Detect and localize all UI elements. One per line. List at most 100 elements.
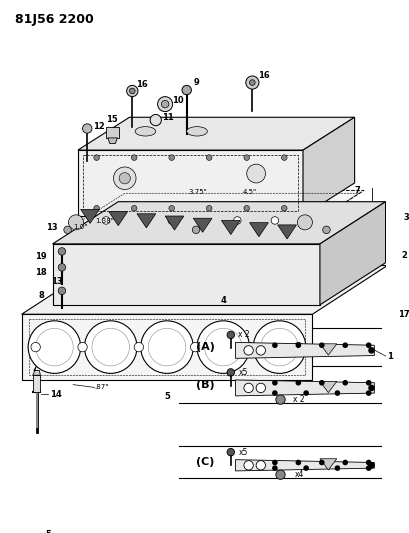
Polygon shape: [22, 265, 387, 314]
Circle shape: [275, 470, 285, 479]
Circle shape: [365, 380, 371, 385]
Text: x5: x5: [238, 368, 248, 377]
Circle shape: [182, 85, 191, 95]
Polygon shape: [78, 150, 302, 216]
Text: 4.5": 4.5": [242, 189, 256, 195]
Circle shape: [334, 390, 339, 396]
Text: x4: x4: [294, 470, 303, 479]
Circle shape: [131, 205, 137, 211]
Circle shape: [243, 346, 253, 355]
Text: 4: 4: [220, 296, 226, 305]
Circle shape: [272, 380, 277, 385]
Circle shape: [68, 215, 83, 230]
Polygon shape: [193, 218, 211, 232]
Circle shape: [129, 88, 135, 94]
Circle shape: [161, 100, 169, 108]
Circle shape: [334, 465, 339, 471]
Text: 2: 2: [400, 251, 406, 260]
Circle shape: [58, 264, 65, 271]
Polygon shape: [235, 342, 373, 358]
Circle shape: [318, 380, 324, 385]
Circle shape: [169, 155, 174, 160]
Text: 8: 8: [38, 291, 44, 300]
Circle shape: [192, 226, 199, 233]
Polygon shape: [33, 366, 40, 375]
Polygon shape: [277, 225, 296, 239]
Circle shape: [342, 380, 347, 385]
Ellipse shape: [186, 127, 207, 136]
Circle shape: [58, 287, 65, 295]
Circle shape: [342, 459, 347, 465]
Circle shape: [365, 459, 371, 465]
Circle shape: [297, 215, 312, 230]
Circle shape: [253, 321, 305, 373]
Circle shape: [322, 226, 329, 233]
Circle shape: [58, 248, 65, 255]
Circle shape: [295, 459, 301, 465]
Circle shape: [243, 155, 249, 160]
Text: .87": .87": [94, 384, 108, 391]
Text: 16: 16: [257, 71, 269, 80]
Text: (A): (A): [196, 342, 214, 352]
Circle shape: [295, 380, 301, 385]
Text: 7: 7: [354, 186, 360, 195]
Circle shape: [367, 385, 374, 391]
Circle shape: [157, 96, 172, 111]
Text: 19: 19: [36, 252, 47, 261]
Circle shape: [126, 85, 137, 96]
Polygon shape: [319, 201, 384, 305]
Circle shape: [342, 342, 347, 348]
Circle shape: [150, 115, 161, 126]
Circle shape: [169, 205, 174, 211]
Circle shape: [318, 342, 324, 348]
Circle shape: [243, 383, 253, 393]
Text: 1: 1: [387, 352, 392, 361]
Circle shape: [131, 155, 137, 160]
Text: 14: 14: [49, 390, 61, 399]
Circle shape: [246, 342, 256, 352]
Polygon shape: [137, 214, 155, 228]
Polygon shape: [108, 138, 117, 143]
Circle shape: [249, 80, 254, 85]
Polygon shape: [319, 381, 336, 393]
Circle shape: [272, 459, 277, 465]
Circle shape: [281, 205, 286, 211]
Circle shape: [206, 205, 211, 211]
Circle shape: [367, 462, 374, 469]
Circle shape: [94, 155, 99, 160]
Circle shape: [246, 164, 265, 183]
Circle shape: [64, 226, 71, 233]
Text: 11: 11: [162, 113, 173, 122]
Text: 17: 17: [398, 310, 409, 319]
Text: 5: 5: [164, 392, 169, 401]
Polygon shape: [108, 212, 127, 225]
Circle shape: [206, 155, 211, 160]
Circle shape: [303, 465, 308, 471]
Text: 5: 5: [45, 530, 51, 533]
Circle shape: [256, 461, 265, 470]
Polygon shape: [319, 459, 336, 470]
Circle shape: [28, 321, 81, 373]
Ellipse shape: [135, 127, 155, 136]
Circle shape: [365, 390, 371, 396]
Circle shape: [367, 347, 374, 354]
Text: x 2: x 2: [238, 330, 249, 340]
Circle shape: [365, 465, 371, 471]
Circle shape: [281, 155, 286, 160]
Circle shape: [365, 342, 371, 348]
Text: 6: 6: [408, 186, 409, 195]
Polygon shape: [22, 314, 312, 380]
Circle shape: [113, 167, 136, 190]
Text: 1.0": 1.0": [73, 224, 88, 230]
Polygon shape: [81, 209, 99, 223]
Circle shape: [272, 465, 277, 471]
Text: 13: 13: [46, 222, 57, 231]
Polygon shape: [52, 244, 319, 305]
Text: 13: 13: [51, 277, 63, 286]
Text: 3: 3: [402, 213, 408, 222]
Circle shape: [140, 321, 193, 373]
Circle shape: [293, 342, 302, 352]
Polygon shape: [221, 221, 240, 235]
Polygon shape: [52, 201, 384, 244]
Circle shape: [119, 173, 130, 184]
